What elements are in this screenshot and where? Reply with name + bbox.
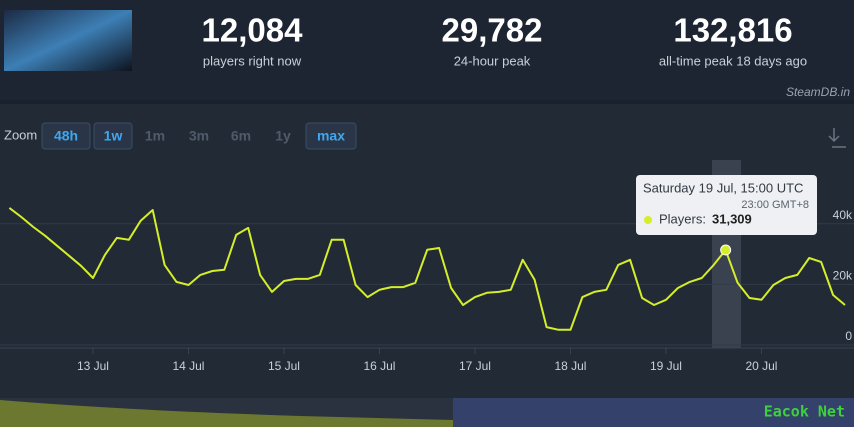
zoom-button-label[interactable]: max — [317, 128, 345, 144]
stat-label: all-time peak 18 days ago — [659, 53, 807, 68]
watermark: Eacok Net — [764, 403, 845, 421]
stat-value: 132,816 — [673, 12, 792, 49]
hover-point — [720, 244, 732, 256]
x-tick-label: 16 Jul — [363, 359, 395, 373]
zoom-button-label[interactable]: 1m — [145, 128, 165, 144]
x-tick-label: 15 Jul — [268, 359, 300, 373]
x-tick-label: 20 Jul — [745, 359, 777, 373]
tooltip-value: 31,309 — [712, 211, 752, 226]
zoom-label: Zoom — [4, 127, 37, 142]
plot: 0 20k 40k 13 Jul 14 Jul 15 Jul 16 Jul 17 Jul 18 … — [0, 175, 854, 373]
tooltip-label: Players: — [659, 211, 706, 226]
game-thumbnail — [4, 10, 132, 71]
zoom-button-label[interactable]: 1w — [104, 128, 123, 144]
tooltip-swatch — [644, 216, 652, 224]
x-tick-label: 14 Jul — [172, 359, 204, 373]
series-line — [8, 207, 846, 331]
navigator-window[interactable] — [453, 398, 854, 427]
zoom-button-label[interactable]: 6m — [231, 128, 251, 144]
x-tick-label: 18 Jul — [554, 359, 586, 373]
zoom-button-label[interactable]: 48h — [54, 128, 78, 144]
y-tick-label: 0 — [845, 329, 852, 343]
zoom-buttons: 48h 1w 1m 3m 6m 1y max — [41, 122, 357, 150]
stat-value: 12,084 — [202, 12, 304, 49]
stat-value: 29,782 — [442, 12, 543, 49]
stat-label: 24-hour peak — [454, 53, 531, 68]
tooltip-title: Saturday 19 Jul, 15:00 UTC — [643, 180, 803, 195]
x-tick-label: 13 Jul — [77, 359, 109, 373]
header-bg — [0, 0, 854, 100]
chart-bg — [0, 104, 854, 427]
zoom-button[interactable] — [305, 122, 357, 150]
navigator-area — [0, 400, 453, 427]
credit: SteamDB.in — [786, 85, 850, 99]
tooltip-box — [636, 175, 817, 235]
zoom-button-label[interactable]: 1y — [275, 128, 291, 144]
zoom-button-label[interactable]: 3m — [189, 128, 209, 144]
y-tick-label: 40k — [833, 208, 853, 222]
tooltip-subtitle: 23:00 GMT+8 — [741, 199, 809, 211]
stat-label: players right now — [203, 53, 302, 68]
y-tick-label: 20k — [833, 269, 853, 283]
x-tick-label: 17 Jul — [459, 359, 491, 373]
zoom-button[interactable] — [93, 122, 133, 150]
x-tick-label: 19 Jul — [650, 359, 682, 373]
download-icon[interactable] — [828, 128, 846, 148]
zoom-button[interactable] — [41, 122, 91, 150]
